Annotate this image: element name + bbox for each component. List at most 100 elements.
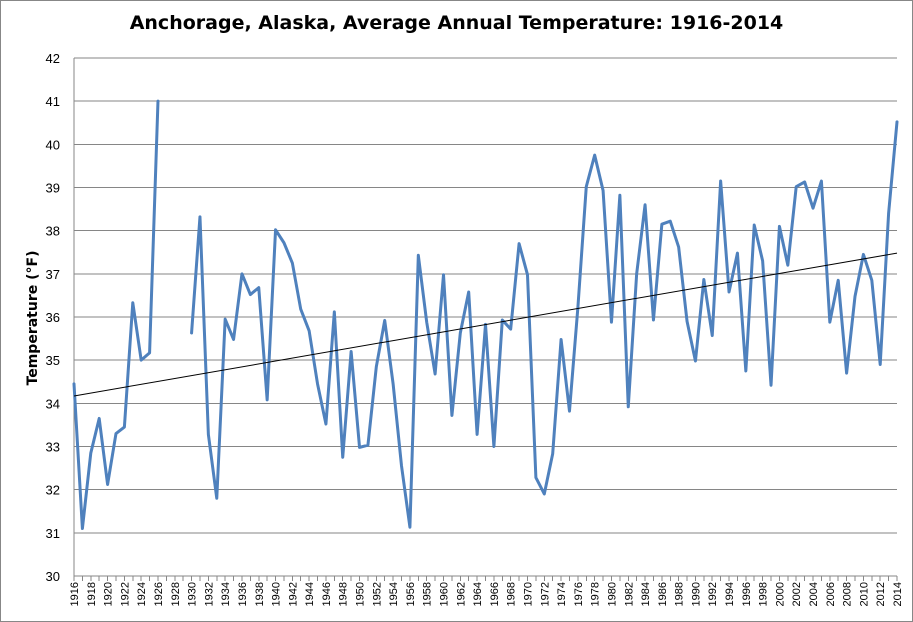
x-tick-label: 1924 (136, 582, 148, 606)
y-tick-label: 31 (46, 526, 60, 541)
data-point (207, 433, 210, 436)
data-point (828, 321, 831, 324)
x-tick-label: 1922 (119, 582, 131, 606)
data-point (728, 290, 731, 293)
data-point (350, 350, 353, 353)
data-point (618, 194, 621, 197)
data-point (761, 259, 764, 262)
x-tick-label: 1986 (657, 582, 669, 606)
data-point (543, 492, 546, 495)
data-point (694, 360, 697, 363)
x-tick-label: 1940 (271, 582, 283, 606)
data-point (450, 414, 453, 417)
y-tick-label: 42 (46, 51, 60, 66)
data-point (198, 215, 201, 218)
data-point (820, 180, 823, 183)
x-tick-label: 1930 (187, 582, 199, 606)
data-point (224, 318, 227, 321)
x-tick-label: 1920 (103, 582, 115, 606)
x-tick-label: 1936 (237, 582, 249, 606)
data-point (896, 120, 899, 123)
data-point (98, 417, 101, 420)
y-tick-label: 36 (46, 310, 60, 325)
y-tick-label: 35 (46, 353, 60, 368)
data-point (492, 445, 495, 448)
data-point (434, 372, 437, 375)
y-tick-label: 37 (46, 267, 60, 282)
x-tick-label: 1946 (321, 582, 333, 606)
data-point (551, 452, 554, 455)
data-point (148, 351, 151, 354)
data-point (156, 100, 159, 103)
data-point (81, 527, 84, 530)
data-point (887, 212, 890, 215)
data-point (400, 464, 403, 467)
data-point (282, 241, 285, 244)
y-tick-label: 41 (46, 94, 60, 109)
data-point (627, 405, 630, 408)
x-tick-label: 2002 (791, 582, 803, 606)
x-tick-label: 1952 (371, 582, 383, 606)
x-tick-label: 2000 (774, 582, 786, 606)
data-point (131, 301, 134, 304)
data-point (635, 272, 638, 275)
data-point (879, 363, 882, 366)
data-point (240, 272, 243, 275)
x-tick-label: 1944 (304, 582, 316, 606)
data-point (585, 185, 588, 188)
data-point (358, 446, 361, 449)
x-tick-label: 1956 (405, 582, 417, 606)
data-point (324, 423, 327, 426)
y-tick-label: 33 (46, 440, 60, 455)
data-point (744, 369, 747, 372)
x-tick-label: 2008 (842, 582, 854, 606)
y-tick-label: 38 (46, 224, 60, 239)
x-tick-label: 1968 (506, 582, 518, 606)
x-tick-label: 1964 (472, 582, 484, 606)
data-point (459, 331, 462, 334)
x-tick-label: 1938 (254, 582, 266, 606)
data-point (106, 483, 109, 486)
data-point (73, 382, 76, 385)
x-tick-label: 1916 (69, 582, 81, 606)
x-tick-label: 1996 (741, 582, 753, 606)
data-point (274, 228, 277, 231)
x-tick-label: 1974 (556, 582, 568, 606)
data-point (333, 310, 336, 313)
x-tick-label: 2006 (825, 582, 837, 606)
x-tick-label: 2014 (892, 582, 904, 606)
data-point (299, 308, 302, 311)
data-point (786, 264, 789, 267)
data-point (341, 456, 344, 459)
data-point (795, 185, 798, 188)
x-tick-label: 1980 (606, 582, 618, 606)
x-tick-label: 2012 (875, 582, 887, 606)
data-point (770, 384, 773, 387)
data-point (190, 331, 193, 334)
data-point (442, 273, 445, 276)
x-tick-label: 2010 (858, 582, 870, 606)
data-point (366, 444, 369, 447)
data-point (316, 382, 319, 385)
data-point (870, 279, 873, 282)
y-tick-label: 34 (46, 396, 60, 411)
x-tick-label: 1970 (522, 582, 534, 606)
data-point (467, 290, 470, 293)
data-point (602, 189, 605, 192)
data-point (408, 526, 411, 529)
x-tick-label: 1982 (623, 582, 635, 606)
trend-line (73, 252, 898, 397)
data-point (383, 319, 386, 322)
temperature-series-line (190, 120, 899, 529)
x-tick-label: 1976 (573, 582, 585, 606)
x-tick-label: 1966 (489, 582, 501, 606)
x-tick-label: 1988 (674, 582, 686, 606)
data-point (854, 295, 857, 298)
x-tick-label: 1950 (355, 582, 367, 606)
data-point (266, 398, 269, 401)
data-point (518, 242, 521, 245)
data-point (669, 220, 672, 223)
data-point (753, 224, 756, 227)
data-point (711, 334, 714, 337)
